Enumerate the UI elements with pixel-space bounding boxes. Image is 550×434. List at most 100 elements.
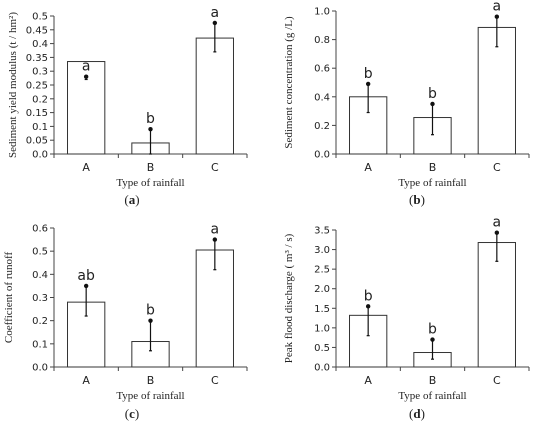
- x-axis-title: Type of rainfall: [398, 177, 466, 189]
- y-tick-label: 0.0: [314, 150, 330, 161]
- y-axis-title: Sediment concentration (g /L): [283, 16, 295, 149]
- chart-panel-d: 0.0 0.5 1.0 1.5 2.0 2.5 3.0 3.5 b Ab Ba C Type of ra…: [283, 215, 530, 421]
- y-tick-label: 0.5: [32, 247, 48, 258]
- y-axis-title: Peak flood discharge ( m³ / s): [283, 233, 295, 363]
- y-axis-title: Coefficient of runoff: [3, 252, 15, 344]
- y-tick-label: 3.0: [314, 245, 330, 256]
- category-label: A: [82, 374, 90, 387]
- x-axis-title: Type of rainfall: [116, 177, 184, 189]
- y-tick-label: 3.5: [314, 226, 330, 237]
- significance-label: b: [428, 322, 437, 338]
- bar-C: [195, 37, 234, 155]
- significance-label: b: [428, 86, 437, 102]
- panel-label-close: ): [421, 192, 425, 207]
- bar-C: [477, 26, 516, 155]
- significance-label: a: [82, 59, 91, 75]
- y-tick-label: 0.4: [314, 92, 330, 103]
- y-tick-label: 0.2: [32, 94, 48, 105]
- significance-label: b: [146, 303, 155, 319]
- x-axis-title: Type of rainfall: [398, 390, 466, 402]
- error-cap-marker: [83, 283, 89, 289]
- y-tick-label: 0.1: [32, 122, 48, 133]
- category-label: B: [429, 161, 437, 174]
- panel-label-close: ): [421, 406, 425, 421]
- y-tick-label: 0.2: [314, 121, 330, 132]
- error-cap-marker: [494, 230, 500, 235]
- y-axis-title: Sediment yield modulus (t / hm²): [7, 12, 19, 158]
- error-cap-marker: [365, 304, 371, 309]
- y-tick-label: 2.0: [314, 284, 330, 295]
- significance-label: a: [211, 222, 220, 238]
- y-tick-label: 0.8: [314, 35, 330, 46]
- category-label: A: [364, 374, 372, 387]
- y-tick-label: 0.15: [26, 108, 48, 119]
- y-tick-label: 0.0: [32, 150, 48, 161]
- error-cap-marker: [212, 20, 218, 26]
- error-cap-marker: [148, 126, 153, 132]
- error-cap-marker: [83, 74, 89, 79]
- y-tick-label: 0.6: [314, 64, 330, 75]
- y-tick-label: 0.35: [26, 53, 48, 64]
- category-label: C: [493, 374, 501, 387]
- significance-label: b: [364, 288, 373, 304]
- chart-panel-c: 0.0 0.1 0.2 0.3 0.4 0.5 0.6 ab Ab Ba C Type of rain…: [3, 222, 248, 421]
- y-tick-label: 1.0: [314, 323, 330, 334]
- category-label: C: [211, 374, 219, 387]
- panel-label-open: (: [125, 406, 129, 421]
- error-cap-marker: [212, 237, 218, 242]
- chart-panel-a: 0.0 0.05 0.1 0.15 0.2 0.25 0.3 0.35 0.4 0.45 0.5 a A…: [7, 5, 248, 207]
- y-tick-label: 0.25: [26, 81, 48, 92]
- error-cap-marker: [430, 101, 435, 107]
- y-tick-label: 0.0: [32, 363, 48, 374]
- panel-label-open: (: [124, 192, 128, 207]
- y-tick-label: 0.5: [314, 343, 330, 354]
- significance-label: a: [493, 215, 502, 231]
- category-label: B: [147, 161, 155, 174]
- y-tick-label: 0.1: [32, 339, 48, 350]
- y-tick-label: 0.4: [32, 270, 48, 281]
- panel-label-letter: a: [129, 192, 136, 207]
- x-axis-title: Type of rainfall: [116, 390, 184, 402]
- significance-label: a: [493, 0, 502, 15]
- chart-panel-b: 0.0 0.2 0.4 0.6 0.8 1.0 b Ab Ba C Type of rainfall…: [283, 0, 530, 207]
- significance-label: ab: [77, 268, 95, 284]
- y-tick-label: 0.45: [26, 25, 48, 36]
- panel-label-letter: b: [413, 192, 420, 207]
- category-label: A: [82, 161, 90, 174]
- error-cap-marker: [494, 14, 500, 19]
- category-label: B: [429, 374, 437, 387]
- category-label: A: [364, 161, 372, 174]
- y-tick-label: 0.3: [32, 293, 48, 304]
- category-label: C: [493, 161, 501, 174]
- panel-label: (a): [124, 192, 139, 207]
- significance-label: b: [146, 111, 155, 127]
- panel-label: (d): [409, 406, 425, 421]
- y-tick-label: 0.3: [32, 67, 48, 78]
- error-cap-marker: [365, 81, 371, 87]
- panel-label-letter: c: [129, 406, 135, 421]
- error-cap-marker: [430, 337, 435, 342]
- y-tick-label: 0.4: [32, 39, 48, 50]
- error-cap-marker: [148, 318, 153, 323]
- bar-C: [477, 242, 516, 368]
- panel-label: (b): [409, 192, 425, 207]
- category-label: C: [211, 161, 219, 174]
- panel-label: (c): [125, 406, 139, 421]
- y-tick-label: 0.0: [314, 363, 330, 374]
- y-tick-label: 0.6: [32, 224, 48, 235]
- panel-label-close: ): [135, 406, 139, 421]
- panel-label-close: ): [135, 192, 139, 207]
- y-tick-label: 1.0: [314, 7, 330, 18]
- category-label: B: [147, 374, 155, 387]
- y-tick-label: 2.5: [314, 265, 330, 276]
- significance-label: a: [211, 5, 220, 21]
- y-tick-label: 1.5: [314, 304, 330, 315]
- panel-label-open: (: [409, 406, 413, 421]
- y-tick-label: 0.05: [26, 136, 48, 147]
- panel-label-letter: d: [413, 406, 421, 421]
- significance-label: b: [364, 66, 373, 82]
- y-tick-label: 0.2: [32, 316, 48, 327]
- y-tick-label: 0.5: [32, 12, 48, 23]
- panel-label-open: (: [409, 192, 413, 207]
